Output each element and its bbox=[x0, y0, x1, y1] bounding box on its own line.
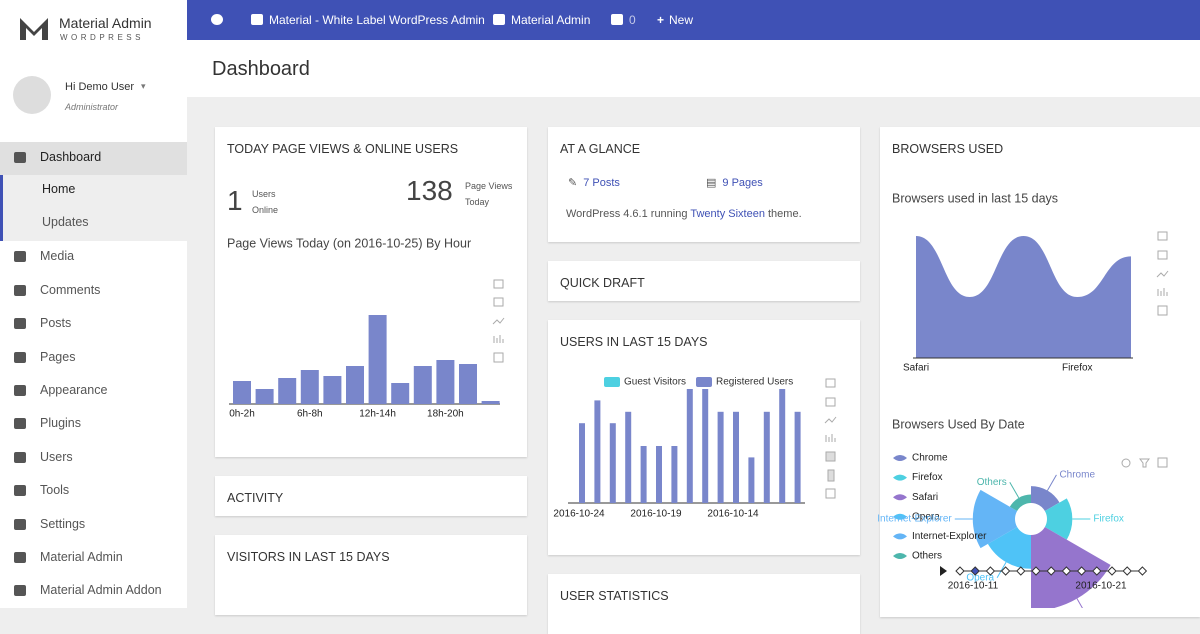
site-name: Material - White Label WordPress Admin bbox=[269, 13, 485, 27]
visitors-card: VISITORS IN LAST 15 DAYS bbox=[215, 535, 527, 615]
views-label: Page Views bbox=[465, 181, 513, 191]
draft-card[interactable]: QUICK DRAFT bbox=[548, 261, 860, 301]
menu-active-bar bbox=[0, 142, 3, 241]
menu-item[interactable]: Media bbox=[40, 249, 75, 264]
views-label: Today bbox=[465, 197, 490, 207]
menu-icon bbox=[14, 284, 26, 296]
browsers-card: BROWSERS USED bbox=[880, 127, 1200, 617]
user-greeting[interactable]: Hi Demo User bbox=[65, 81, 135, 93]
online-label: Online bbox=[252, 205, 279, 215]
card-title: TODAY PAGE VIEWS & ONLINE USERS bbox=[227, 142, 459, 156]
menu-icon bbox=[14, 351, 26, 363]
menu-icon bbox=[14, 152, 26, 163]
theme-link[interactable]: Material Admin bbox=[493, 13, 590, 27]
pages-link[interactable]: ▤ 9 Pages bbox=[706, 177, 763, 189]
card-title: BROWSERS USED bbox=[892, 142, 1004, 156]
new-link[interactable]: + New bbox=[657, 13, 694, 27]
menu-item[interactable]: Pages bbox=[40, 349, 76, 364]
version-text: WordPress 4.6.1 running bbox=[566, 208, 688, 220]
today-card: TODAY PAGE VIEWS & ONLINE USERS 1 Users … bbox=[215, 127, 527, 457]
card-title: AT A GLANCE bbox=[560, 142, 641, 156]
comment-count: 0 bbox=[629, 13, 636, 27]
submenu-item[interactable]: Updates bbox=[42, 215, 89, 229]
online-count: 1 bbox=[227, 185, 243, 216]
posts-link[interactable]: ✎ 7 Posts bbox=[568, 177, 620, 189]
menu-item[interactable]: Users bbox=[40, 449, 73, 464]
avatar bbox=[13, 76, 51, 114]
glance-card: AT A GLANCE ✎ 7 Posts ▤ 9 Pages WordPress … bbox=[548, 127, 860, 242]
user-role: Administrator bbox=[65, 102, 119, 112]
site-link[interactable]: Material - White Label WordPress Admin bbox=[251, 13, 485, 27]
pages-text: 9 Pages bbox=[722, 177, 763, 189]
brand-title: Material Admin bbox=[59, 15, 152, 31]
card-title: USERS IN LAST 15 DAYS bbox=[560, 335, 708, 349]
online-label: Users bbox=[252, 189, 276, 199]
version-line: WordPress 4.6.1 running Twenty Sixteen t… bbox=[566, 208, 802, 220]
menu-icon bbox=[14, 485, 26, 497]
logo bbox=[20, 18, 48, 40]
page-title: Dashboard bbox=[212, 58, 310, 80]
users-card: USERS IN LAST 15 DAYS bbox=[548, 320, 860, 555]
menu-item[interactable]: Posts bbox=[40, 316, 72, 331]
brand-subtitle: WORDPRESS bbox=[60, 33, 144, 42]
wp-logo[interactable] bbox=[211, 13, 229, 27]
menu-icon bbox=[14, 418, 26, 430]
menu-item[interactable]: Material Admin bbox=[40, 550, 123, 564]
theme-link[interactable]: Twenty Sixteen bbox=[690, 208, 765, 220]
theme-name: Material Admin bbox=[511, 13, 591, 27]
card-title: USER STATISTICS bbox=[560, 589, 669, 603]
menu-item[interactable]: Material Admin Addon bbox=[40, 583, 162, 598]
menu-active-row bbox=[0, 142, 187, 175]
menu-icon bbox=[14, 518, 26, 530]
menu-item[interactable]: Plugins bbox=[40, 416, 81, 431]
card-title: QUICK DRAFT bbox=[560, 276, 645, 290]
menu-icon bbox=[14, 251, 26, 263]
menu-icon bbox=[14, 585, 26, 597]
comments-link[interactable]: 0 bbox=[611, 13, 636, 27]
menu-item[interactable]: Dashboard bbox=[40, 150, 102, 164]
card-title: ACTIVITY bbox=[227, 491, 284, 505]
topbar: Material - White Label WordPress Admin M… bbox=[187, 0, 1200, 40]
menu-item[interactable]: Tools bbox=[40, 483, 70, 498]
card-title: VISITORS IN LAST 15 DAYS bbox=[227, 550, 390, 564]
caret: ▾ bbox=[141, 81, 146, 91]
menu-item[interactable]: Appearance bbox=[40, 383, 108, 397]
activity-card[interactable]: ACTIVITY bbox=[215, 476, 527, 516]
views-count: 138 bbox=[406, 175, 453, 206]
page-header: Dashboard bbox=[187, 40, 1200, 97]
menu-item[interactable]: Settings bbox=[40, 516, 86, 531]
menu-icon bbox=[14, 552, 26, 563]
menu-icon bbox=[14, 318, 26, 330]
new-label: New bbox=[669, 13, 694, 27]
sidebar: Material Admin WORDPRESS Hi Demo User ▾ … bbox=[0, 0, 187, 608]
stats-card: USER STATISTICS bbox=[548, 574, 860, 634]
menu-icon bbox=[14, 385, 26, 396]
menu-item[interactable]: Comments bbox=[40, 282, 101, 297]
menu-icon bbox=[14, 451, 26, 463]
version-text: theme. bbox=[768, 208, 802, 220]
posts-text: 7 Posts bbox=[583, 177, 620, 189]
submenu-item[interactable]: Home bbox=[42, 182, 76, 196]
